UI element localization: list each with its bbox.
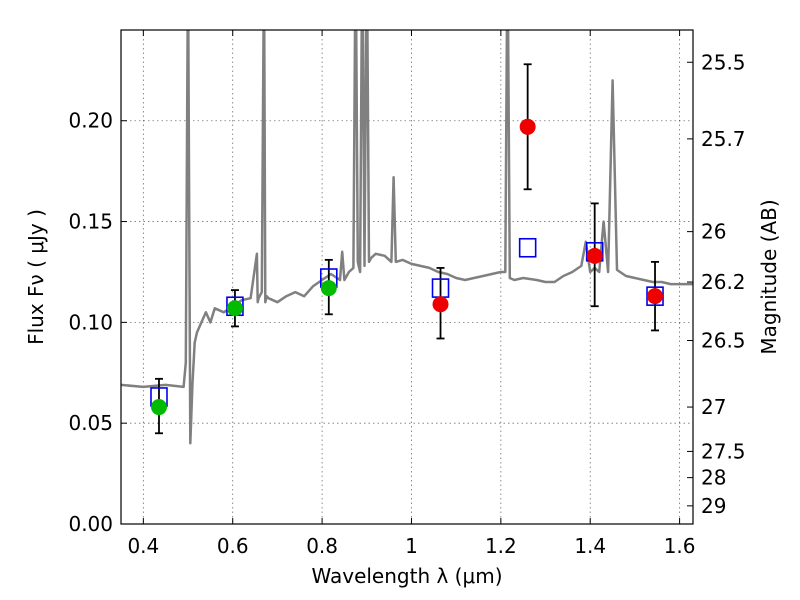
y2-tick-label: 26.5 xyxy=(701,329,746,353)
y2-tick-labels: 25.5 25.7 26 26.2 26.5 27 27.5 28 29 xyxy=(701,50,746,518)
y2-axis-title: Magnitude (AB) xyxy=(757,199,781,354)
y2-tick-label: 27 xyxy=(701,395,726,419)
y2-tick-label: 29 xyxy=(701,494,726,518)
y-tick-labels: 0.00 0.05 0.10 0.15 0.20 xyxy=(68,109,113,536)
model-flux-square xyxy=(518,237,537,258)
y2-tick-label: 25.5 xyxy=(701,50,746,74)
y2-tick-label: 27.5 xyxy=(701,439,746,463)
observed-flux-point xyxy=(519,118,536,135)
x-tick-labels: 0.4 0.6 0.8 1 1.2 1.4 1.6 xyxy=(127,534,695,558)
y2-tick-label: 25.7 xyxy=(701,127,746,151)
x-tick-label: 1.2 xyxy=(485,534,517,558)
x-tick-label: 1.6 xyxy=(664,534,696,558)
y2-tick-label: 26 xyxy=(701,220,726,244)
y-axis-title: Flux Fν ( μJy ) xyxy=(24,209,48,345)
y-tick-label: 0.20 xyxy=(68,109,113,133)
y2-tick-label: 26.2 xyxy=(701,270,746,294)
plot-frame xyxy=(120,29,694,525)
y-tick-label: 0.15 xyxy=(68,210,113,234)
tick-layer xyxy=(121,30,693,525)
y2-tick-label: 28 xyxy=(701,466,726,490)
x-tick-label: 0.8 xyxy=(306,534,338,558)
model-point-layer xyxy=(150,237,664,407)
y-tick-label: 0.10 xyxy=(68,310,113,334)
y-tick-label: 0.05 xyxy=(68,411,113,435)
observed-flux-point xyxy=(150,399,167,416)
x-tick-label: 1.4 xyxy=(574,534,606,558)
observed-flux-point xyxy=(586,247,603,264)
observed-flux-point xyxy=(647,288,664,305)
x-tick-label: 0.6 xyxy=(217,534,249,558)
grid xyxy=(121,30,693,525)
x-axis-title: Wavelength λ (μm) xyxy=(311,564,502,588)
observed-flux-point xyxy=(226,300,243,317)
x-tick-label: 0.4 xyxy=(127,534,159,558)
x-tick-label: 1 xyxy=(405,534,418,558)
observed-point-layer xyxy=(150,118,664,416)
y-tick-label: 0.00 xyxy=(68,512,113,536)
observed-flux-point xyxy=(432,296,449,313)
observed-flux-point xyxy=(320,280,337,297)
